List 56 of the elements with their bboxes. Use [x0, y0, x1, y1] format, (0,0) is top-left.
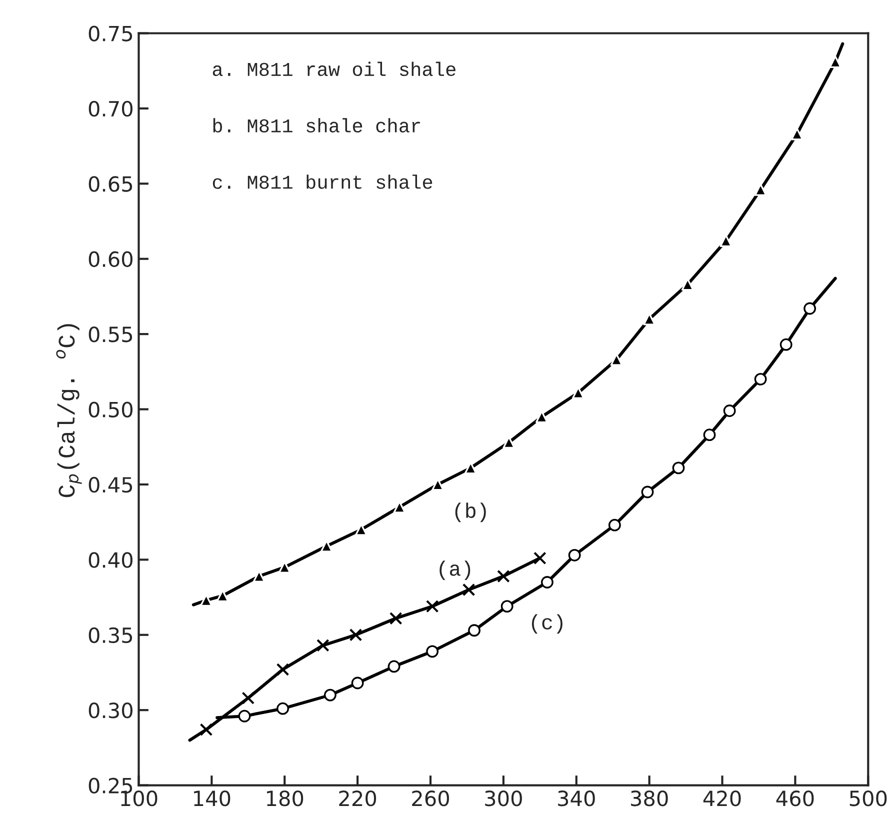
- x-tick-label: 220: [339, 790, 376, 806]
- annotation: c. M811 burnt shale: [212, 174, 432, 189]
- x-tick-label: 460: [776, 790, 814, 806]
- y-tick-label: 0.55: [88, 326, 132, 342]
- point: [804, 302, 816, 315]
- point: [608, 518, 621, 532]
- point: [276, 663, 290, 676]
- y-tick-label: 0.65: [88, 176, 132, 192]
- y-tick-label: 0.30: [88, 702, 132, 718]
- point: [468, 624, 480, 637]
- point: [316, 638, 330, 652]
- point: [568, 548, 581, 562]
- annotation: a. M811 raw oil shale: [212, 62, 456, 76]
- x-tick-label: 500: [850, 790, 887, 806]
- point: [349, 628, 362, 642]
- point: [497, 570, 510, 583]
- line-series: [192, 42, 844, 607]
- point: [276, 702, 289, 715]
- point: [533, 552, 546, 565]
- x-tick-label: 420: [703, 790, 741, 806]
- y-tick-label: 0.35: [88, 627, 132, 644]
- y-tick-label: 0.45: [88, 476, 132, 493]
- x-tick-label: 260: [412, 790, 449, 806]
- x-tick-label: 140: [194, 790, 230, 806]
- point: [389, 612, 402, 625]
- point: [641, 486, 654, 498]
- point: [780, 338, 792, 351]
- x-tick-label: 340: [558, 790, 595, 806]
- x-tick-label: 380: [631, 790, 668, 806]
- point: [351, 676, 364, 690]
- y-tick-label: 0.75: [88, 26, 132, 42]
- point: [500, 600, 514, 613]
- series-label: (a): [440, 560, 470, 580]
- point: [754, 372, 767, 386]
- point: [242, 692, 255, 704]
- x-tick-label: 180: [267, 790, 304, 806]
- point: [426, 645, 439, 658]
- point: [723, 404, 736, 417]
- point: [388, 660, 400, 673]
- point: [238, 710, 251, 722]
- point: [426, 600, 439, 613]
- point: [324, 688, 336, 702]
- y-axis-title: C$_{p}$(Cal/g. $^{o}$C): [56, 324, 82, 498]
- y-tick-label: 0.50: [88, 402, 132, 418]
- point: [540, 576, 554, 588]
- y-tick-label: 0.60: [88, 251, 132, 268]
- point: [672, 462, 685, 474]
- point: [703, 428, 716, 442]
- point: [462, 583, 476, 596]
- y-tick-label: 0.70: [88, 100, 132, 117]
- series-label: (c): [532, 614, 562, 634]
- point: [200, 723, 213, 736]
- x-tick-label: 300: [485, 790, 522, 806]
- y-tick-label: 0.40: [88, 552, 132, 568]
- annotation: b. M811 shale char: [213, 118, 420, 132]
- series-label: (b): [455, 502, 486, 522]
